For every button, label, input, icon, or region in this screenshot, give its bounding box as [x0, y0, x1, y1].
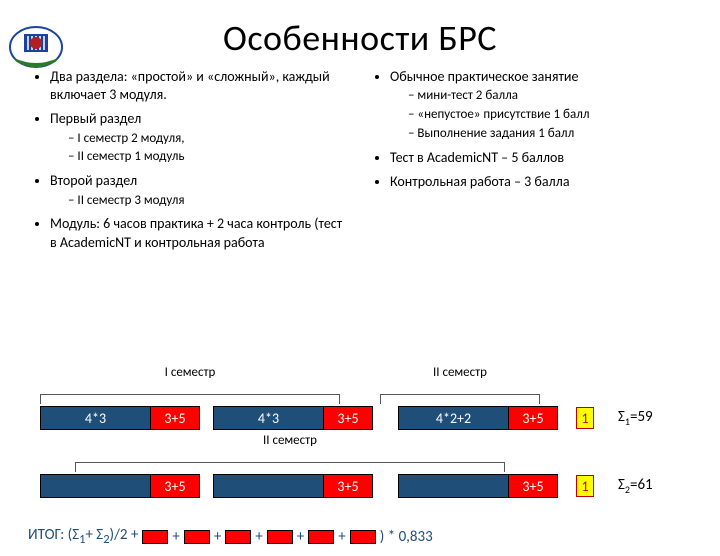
module-blue: 4*3	[40, 406, 150, 430]
bracket-label-sem2-bottom: II семестр	[255, 434, 325, 448]
content-columns: Два раздела: «простой» и «сложный», кажд…	[0, 68, 720, 258]
yellow-box-2: 1	[576, 475, 594, 497]
sub-bullet: II семестр 3 модуля	[68, 193, 350, 210]
module-4: 3+5	[40, 474, 200, 498]
module-blue	[398, 474, 508, 498]
bullet: Два раздела: «простой» и «сложный», кажд…	[50, 68, 350, 104]
university-logo	[8, 24, 64, 70]
module-red: 3+5	[150, 406, 200, 430]
module-blue: 4*3	[213, 406, 323, 430]
module-red: 3+5	[323, 406, 373, 430]
formula-text: ИТОГ: (Σ1+ Σ2)/2 +	[28, 526, 138, 547]
module-red: 3+5	[323, 474, 373, 498]
module-row-1: 4*3 3+5 4*3 3+5 4*2+2 3+5 1 Σ1=59	[28, 406, 692, 430]
formula-red-box	[267, 530, 293, 544]
left-column: Два раздела: «простой» и «сложный», кажд…	[30, 68, 350, 258]
bullet: Модуль: 6 часов практика + 2 часа контро…	[50, 215, 350, 251]
module-red: 3+5	[150, 474, 200, 498]
module-5: 3+5	[213, 474, 373, 498]
module-blue	[40, 474, 150, 498]
bullet: Второй раздел II семестр 3 модуля	[50, 172, 350, 209]
bullet: Контрольная работа – 3 балла	[390, 173, 690, 191]
module-red: 3+5	[508, 474, 558, 498]
yellow-box-1: 1	[576, 407, 594, 429]
bracket-sem2-top	[380, 394, 540, 404]
formula-row: ИТОГ: (Σ1+ Σ2)/2 + + + + + + ) * 0,833	[28, 526, 433, 547]
sub-bullet: I семестр 2 модуля,	[68, 131, 350, 148]
page-title: Особенности БРС	[0, 16, 720, 60]
bracket-label-sem1: I семестр	[155, 366, 225, 380]
formula-plus: +	[297, 528, 304, 546]
module-1: 4*3 3+5	[40, 406, 200, 430]
bullet-text: Обычное практическое занятие	[390, 68, 578, 85]
formula-red-box	[350, 530, 376, 544]
formula-plus: +	[255, 528, 262, 546]
formula-plus: +	[338, 528, 345, 546]
module-2: 4*3 3+5	[213, 406, 373, 430]
bracket-sem2-bottom	[75, 462, 505, 472]
bracket-sem1	[40, 394, 340, 404]
sigma-2: Σ2=61	[618, 476, 653, 496]
formula-red-box	[184, 530, 210, 544]
module-blue: 4*2+2	[398, 406, 508, 430]
right-column: Обычное практическое занятие мини-тест 2…	[370, 68, 690, 258]
bullet: Первый раздел I семестр 2 модуля, II сем…	[50, 110, 350, 166]
bullet-text: Первый раздел	[50, 110, 141, 127]
sigma-1: Σ1=59	[618, 408, 653, 428]
formula-red-box	[142, 530, 168, 544]
bracket-label-sem2-top: II семестр	[425, 366, 495, 380]
sub-bullet: Выполнение задания 1 балл	[408, 126, 690, 143]
sub-bullet: мини-тест 2 балла	[408, 88, 690, 105]
bullet: Тест в AcademicNT – 5 баллов	[390, 149, 690, 167]
formula-tail: ) * 0,833	[380, 528, 433, 546]
module-6: 3+5	[398, 474, 558, 498]
sub-bullet: II семестр 1 модуль	[68, 149, 350, 166]
module-red: 3+5	[508, 406, 558, 430]
module-blue	[213, 474, 323, 498]
formula-plus: +	[214, 528, 221, 546]
formula-plus: +	[172, 528, 179, 546]
bullet: Обычное практическое занятие мини-тест 2…	[390, 68, 690, 143]
formula-red-box	[225, 530, 251, 544]
formula-red-box	[308, 530, 334, 544]
module-row-2: 3+5 3+5 3+5 1 Σ2=61	[28, 474, 692, 498]
sub-bullet: «непустое» присутствие 1 балл	[408, 107, 690, 124]
bullet-text: Второй раздел	[50, 172, 137, 189]
module-3: 4*2+2 3+5	[398, 406, 558, 430]
